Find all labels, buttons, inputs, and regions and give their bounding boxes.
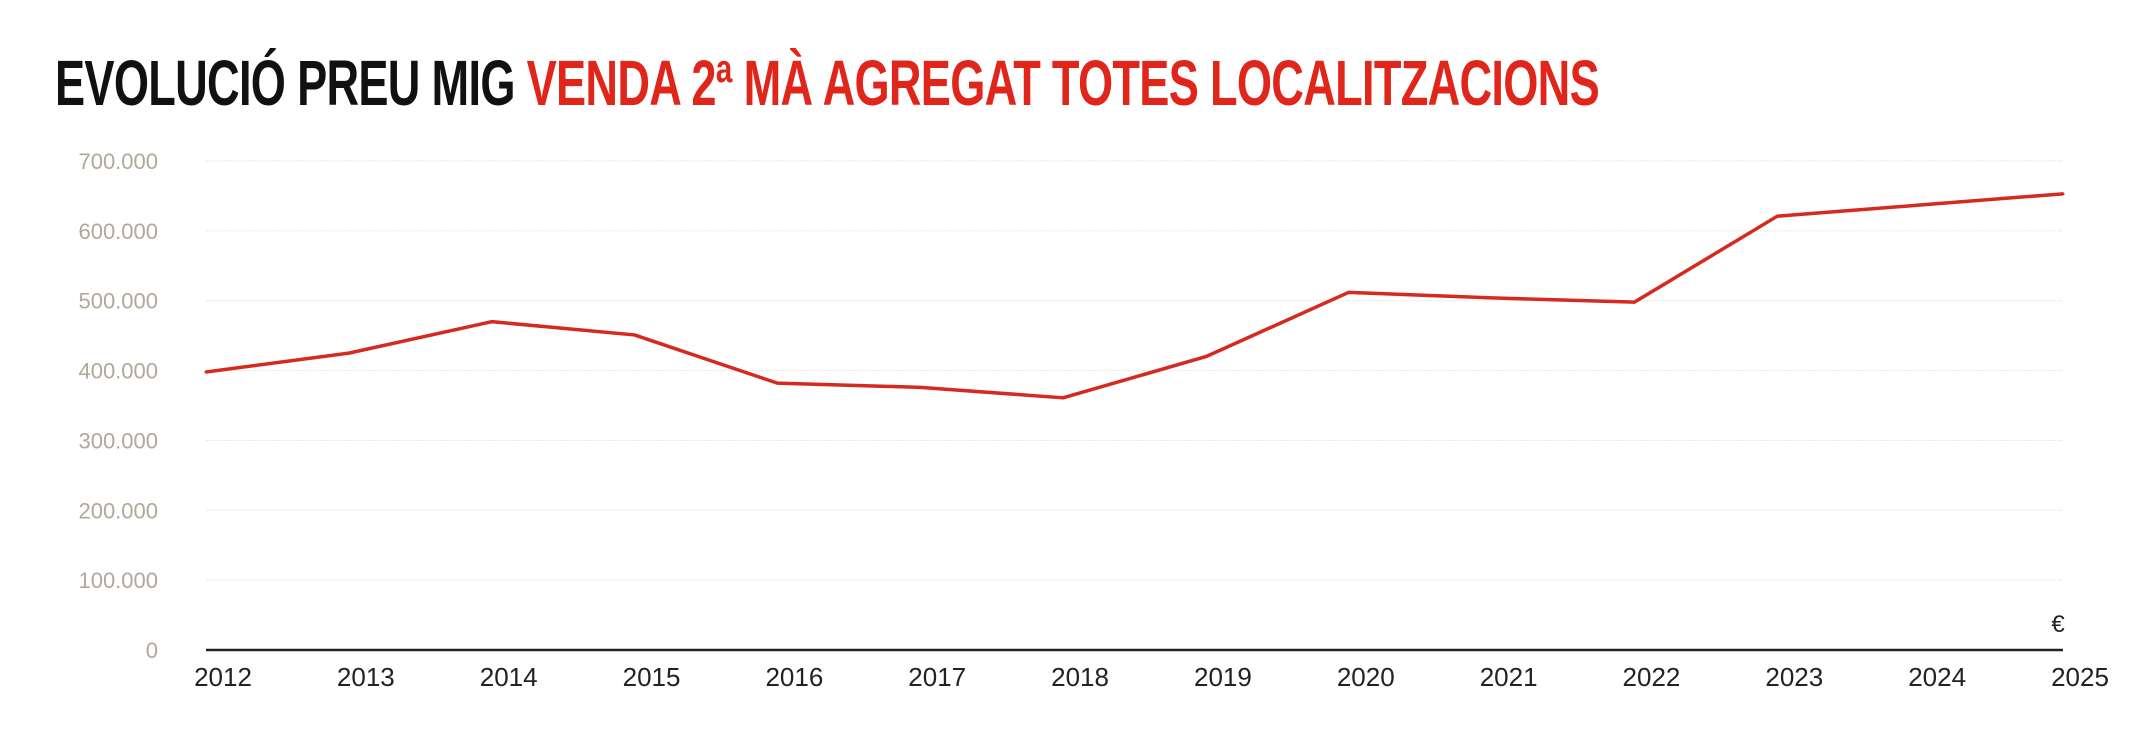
x-tick-label: 2020 <box>1337 662 1395 692</box>
x-tick-label: 2016 <box>765 662 823 692</box>
data-point-2025 <box>2061 192 2065 196</box>
y-tick-label: 600.000 <box>78 219 158 244</box>
y-tick-label: 100.000 <box>78 568 158 593</box>
x-tick-label: 2022 <box>1623 662 1681 692</box>
data-point-2016 <box>775 381 779 385</box>
data-point-2022 <box>1632 300 1636 304</box>
x-tick-label: 2012 <box>194 662 252 692</box>
series-group <box>204 192 2065 400</box>
chart-title: EVOLUCIÓ PREU MIG VENDA 2ª MÀ AGREGAT TO… <box>55 47 1600 119</box>
y-axis-labels: 0 100.000 200.000 300.000 400.000 500.000 600.… <box>78 149 158 663</box>
series-line <box>205 192 2064 400</box>
unit-label: € <box>2051 611 2065 638</box>
title-main: EVOLUCIÓ PREU MIG <box>55 47 515 119</box>
x-axis-labels: 2012 2013 2014 2015 2016 2017 2018 2019 2020 2021… <box>194 662 2109 692</box>
data-point-2020 <box>1347 290 1351 294</box>
y-tick-label: 500.000 <box>78 289 158 314</box>
x-tick-label: 2013 <box>337 662 395 692</box>
y-tick-label: 400.000 <box>78 359 158 384</box>
data-point-2014 <box>490 320 494 324</box>
data-point-2023 <box>1775 214 1779 218</box>
data-point-2019 <box>1204 355 1208 359</box>
data-point-2013 <box>347 351 351 355</box>
x-tick-label: 2025 <box>2051 662 2109 692</box>
data-point-2021 <box>1490 296 1494 300</box>
title-accent: VENDA 2ª MÀ AGREGAT TOTES LOCALITZACIONS <box>526 47 1600 119</box>
y-tick-label: 200.000 <box>78 498 158 523</box>
x-tick-label: 2023 <box>1765 662 1823 692</box>
x-tick-label: 2024 <box>1908 662 1966 692</box>
data-point-2012 <box>204 370 208 374</box>
data-point-2017 <box>918 385 922 389</box>
y-tick-label: 300.000 <box>78 428 158 453</box>
x-tick-label: 2021 <box>1480 662 1538 692</box>
data-point-2015 <box>633 333 637 337</box>
y-tick-label: 700.000 <box>78 149 158 174</box>
x-tick-label: 2014 <box>480 662 538 692</box>
x-tick-label: 2019 <box>1194 662 1252 692</box>
x-tick-label: 2017 <box>908 662 966 692</box>
y-tick-label: 0 <box>146 638 158 663</box>
gridlines <box>206 160 2063 581</box>
x-tick-label: 2015 <box>623 662 681 692</box>
x-tick-label: 2018 <box>1051 662 1109 692</box>
data-point-2024 <box>1918 203 1922 207</box>
data-point-2018 <box>1061 396 1065 400</box>
